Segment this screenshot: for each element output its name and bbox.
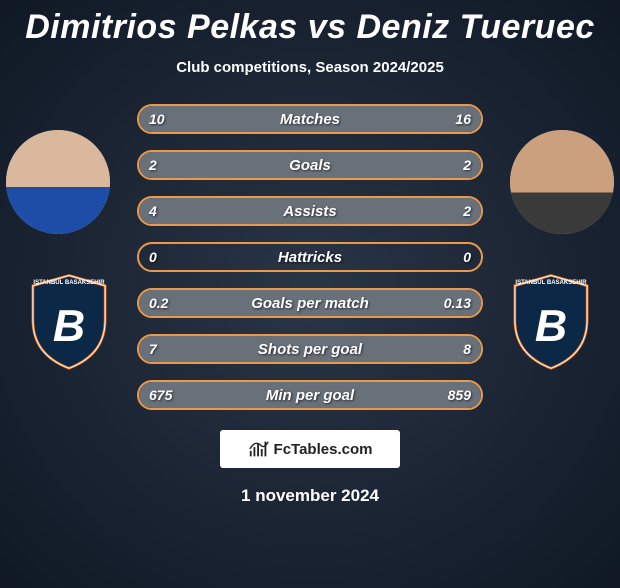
stat-value-left: 675: [149, 387, 172, 403]
shield-icon: ISTANBUL BASAKSEHIR B: [508, 272, 594, 370]
stat-label: Assists: [283, 203, 336, 220]
stat-value-left: 4: [149, 203, 157, 219]
stat-row: 4 2 Assists: [137, 196, 483, 226]
stat-value-left: 0: [149, 249, 157, 265]
club-ring-text: ISTANBUL BASAKSEHIR: [515, 280, 587, 286]
stat-value-left: 10: [149, 111, 165, 127]
stat-value-right: 0: [463, 249, 471, 265]
shield-icon: ISTANBUL BASAKSEHIR B: [26, 272, 112, 370]
player-left-avatar: [6, 130, 110, 234]
club-badge-left: ISTANBUL BASAKSEHIR B: [12, 264, 126, 378]
player-right-avatar: [510, 130, 614, 234]
stat-value-left: 7: [149, 341, 157, 357]
stat-row: 675 859 Min per goal: [137, 380, 483, 410]
stat-row: 10 16 Matches: [137, 104, 483, 134]
chart-icon: [248, 438, 270, 460]
stat-value-right: 859: [448, 387, 471, 403]
stat-value-right: 2: [463, 203, 471, 219]
club-ring-text: ISTANBUL BASAKSEHIR: [33, 280, 105, 286]
branding-text: FcTables.com: [274, 441, 373, 458]
stat-value-right: 8: [463, 341, 471, 357]
stat-label: Matches: [280, 111, 340, 128]
stat-value-left: 2: [149, 157, 157, 173]
stat-label: Goals per match: [251, 295, 369, 312]
stat-value-right: 0.13: [444, 295, 471, 311]
stat-row: 0 0 Hattricks: [137, 242, 483, 272]
branding-box: FcTables.com: [220, 430, 400, 468]
stat-value-right: 2: [463, 157, 471, 173]
stat-label: Shots per goal: [258, 341, 362, 358]
stat-fill-left: [139, 152, 310, 178]
stat-row: 2 2 Goals: [137, 150, 483, 180]
player-right-placeholder: [510, 130, 614, 234]
club-letter: B: [535, 302, 567, 351]
stat-row: 7 8 Shots per goal: [137, 334, 483, 364]
stat-row: 0.2 0.13 Goals per match: [137, 288, 483, 318]
player-left-placeholder: [6, 130, 110, 234]
date-text: 1 november 2024: [0, 486, 620, 506]
club-badge-right: ISTANBUL BASAKSEHIR B: [494, 264, 608, 378]
comparison-title: Dimitrios Pelkas vs Deniz Tueruec: [0, 8, 620, 47]
stat-value-right: 16: [455, 111, 471, 127]
stat-fill-right: [310, 152, 481, 178]
club-letter: B: [53, 302, 85, 351]
stat-value-left: 0.2: [149, 295, 168, 311]
stat-label: Hattricks: [278, 249, 342, 266]
stat-label: Goals: [289, 157, 331, 174]
comparison-subtitle: Club competitions, Season 2024/2025: [0, 59, 620, 76]
stat-label: Min per goal: [266, 387, 354, 404]
